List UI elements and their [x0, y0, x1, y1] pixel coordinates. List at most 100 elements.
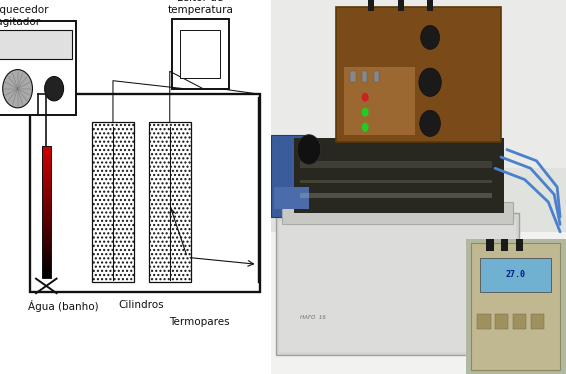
Bar [42, 223, 50, 226]
Bar [481, 258, 551, 292]
Bar [42, 272, 50, 274]
Bar [42, 197, 50, 199]
Bar [42, 159, 50, 162]
Bar [362, 71, 367, 82]
Bar [180, 30, 221, 78]
Bar [42, 256, 50, 258]
Bar [516, 239, 523, 251]
Bar [42, 146, 50, 278]
Bar [42, 263, 50, 265]
Bar [42, 155, 50, 157]
Bar [42, 150, 50, 153]
Bar [42, 168, 50, 170]
Circle shape [419, 68, 441, 96]
Bar [42, 252, 50, 254]
Bar [42, 248, 50, 249]
Bar [42, 162, 50, 164]
Bar [30, 94, 260, 292]
Text: Leitor de
temperatura: Leitor de temperatura [168, 0, 233, 15]
Bar [42, 184, 50, 186]
Bar [300, 193, 492, 198]
Bar [42, 172, 50, 175]
Bar [42, 153, 50, 155]
Bar [42, 234, 50, 236]
Bar [42, 219, 50, 221]
Bar [397, 0, 404, 11]
Bar [466, 239, 566, 374]
Bar [42, 194, 50, 197]
Bar [513, 314, 526, 329]
Bar [276, 213, 518, 355]
Bar [42, 179, 50, 181]
Bar [42, 146, 50, 148]
Bar [42, 258, 50, 261]
Text: Água (banho): Água (banho) [28, 300, 99, 312]
Bar [294, 138, 504, 213]
Bar [501, 239, 508, 251]
Text: HAFO  16: HAFO 16 [300, 315, 326, 321]
Bar [336, 7, 501, 142]
Bar [42, 236, 50, 239]
Bar [344, 67, 415, 135]
Circle shape [420, 110, 440, 137]
Bar [42, 269, 50, 272]
Bar [92, 122, 134, 282]
Circle shape [362, 108, 368, 117]
Circle shape [362, 123, 368, 132]
Bar [0, 21, 76, 115]
Bar [273, 187, 309, 209]
Bar [42, 164, 50, 166]
Bar [42, 210, 50, 212]
Bar [477, 314, 491, 329]
Bar [42, 212, 50, 214]
Text: aquecedor
 agitador: aquecedor agitador [0, 5, 49, 27]
Bar [271, 232, 566, 374]
Bar [42, 245, 50, 248]
Bar [271, 0, 566, 168]
Bar [495, 314, 508, 329]
Bar [42, 203, 50, 206]
Bar [0, 30, 72, 59]
Bar [42, 217, 50, 219]
Bar [42, 166, 50, 168]
Text: Cilindros: Cilindros [118, 300, 164, 310]
Circle shape [297, 135, 321, 165]
Bar [42, 276, 50, 278]
Bar [42, 214, 50, 217]
Bar [271, 135, 312, 217]
Bar [42, 181, 50, 184]
Bar [42, 208, 50, 210]
Bar [42, 148, 50, 150]
Text: 27.0: 27.0 [506, 270, 526, 279]
Bar [42, 232, 50, 234]
Text: Termopares: Termopares [169, 316, 230, 327]
Bar [42, 157, 50, 159]
Circle shape [362, 93, 368, 102]
Bar [368, 0, 374, 11]
Bar [42, 230, 50, 232]
Bar [42, 267, 50, 269]
Bar [42, 177, 50, 179]
Bar [42, 199, 50, 201]
Bar [42, 190, 50, 192]
Bar [42, 261, 50, 263]
Bar [42, 241, 50, 243]
Bar [42, 228, 50, 230]
Bar [486, 239, 494, 251]
Bar [42, 221, 50, 223]
Bar [42, 206, 50, 208]
Bar [42, 243, 50, 245]
Bar [42, 249, 50, 252]
Bar [42, 170, 50, 172]
Bar [42, 265, 50, 267]
Bar [42, 201, 50, 203]
Bar [42, 274, 50, 276]
Bar [300, 180, 492, 183]
Bar [530, 314, 544, 329]
Bar [149, 122, 191, 282]
Bar [42, 239, 50, 241]
Bar [300, 161, 492, 168]
Bar [282, 202, 513, 224]
Bar [42, 175, 50, 177]
Bar [350, 71, 355, 82]
